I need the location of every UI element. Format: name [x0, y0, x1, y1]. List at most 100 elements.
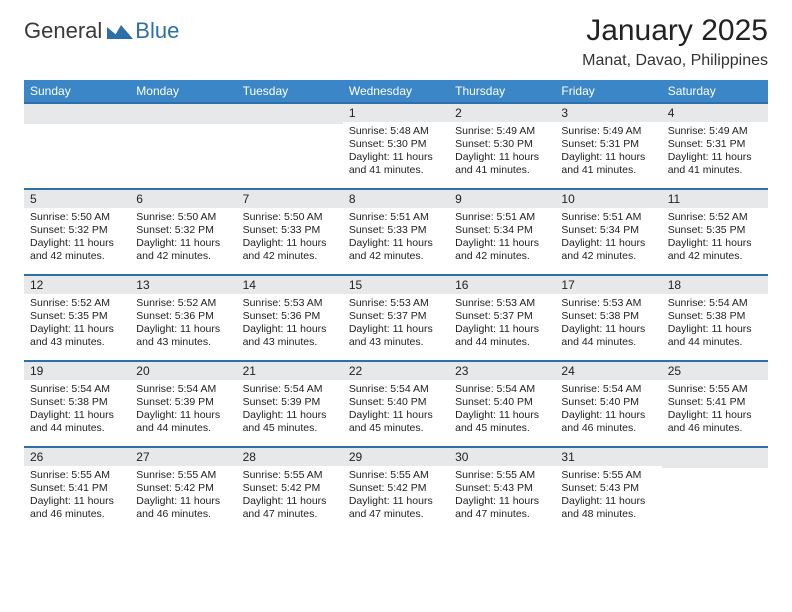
sunrise-line: Sunrise: 5:55 AM: [455, 469, 549, 482]
daylight-line: Daylight: 11 hours and 47 minutes.: [349, 495, 443, 521]
calendar-cell: [662, 446, 768, 532]
day-details: Sunrise: 5:54 AMSunset: 5:40 PMDaylight:…: [555, 380, 661, 440]
sunset-line: Sunset: 5:36 PM: [243, 310, 337, 323]
daylight-line: Daylight: 11 hours and 42 minutes.: [561, 237, 655, 263]
day-number: 27: [130, 446, 236, 466]
sunrise-line: Sunrise: 5:51 AM: [455, 211, 549, 224]
day-number: 4: [662, 102, 768, 122]
daylight-line: Daylight: 11 hours and 44 minutes.: [136, 409, 230, 435]
calendar-cell: 17Sunrise: 5:53 AMSunset: 5:38 PMDayligh…: [555, 274, 661, 360]
daylight-line: Daylight: 11 hours and 41 minutes.: [668, 151, 762, 177]
day-number: 8: [343, 188, 449, 208]
sunrise-line: Sunrise: 5:54 AM: [668, 297, 762, 310]
sunset-line: Sunset: 5:38 PM: [561, 310, 655, 323]
daylight-line: Daylight: 11 hours and 47 minutes.: [455, 495, 549, 521]
sunset-line: Sunset: 5:35 PM: [668, 224, 762, 237]
calendar-body: 1Sunrise: 5:48 AMSunset: 5:30 PMDaylight…: [24, 102, 768, 532]
day-number: [24, 102, 130, 124]
day-details: Sunrise: 5:54 AMSunset: 5:38 PMDaylight:…: [662, 294, 768, 354]
sunrise-line: Sunrise: 5:50 AM: [30, 211, 124, 224]
calendar-week: 12Sunrise: 5:52 AMSunset: 5:35 PMDayligh…: [24, 274, 768, 360]
calendar-cell: 30Sunrise: 5:55 AMSunset: 5:43 PMDayligh…: [449, 446, 555, 532]
sunrise-line: Sunrise: 5:54 AM: [243, 383, 337, 396]
daylight-line: Daylight: 11 hours and 44 minutes.: [668, 323, 762, 349]
sunrise-line: Sunrise: 5:54 AM: [30, 383, 124, 396]
daylight-line: Daylight: 11 hours and 46 minutes.: [136, 495, 230, 521]
sunrise-line: Sunrise: 5:55 AM: [243, 469, 337, 482]
sunrise-line: Sunrise: 5:55 AM: [349, 469, 443, 482]
daylight-line: Daylight: 11 hours and 44 minutes.: [30, 409, 124, 435]
day-details: Sunrise: 5:53 AMSunset: 5:36 PMDaylight:…: [237, 294, 343, 354]
day-details: Sunrise: 5:52 AMSunset: 5:35 PMDaylight:…: [24, 294, 130, 354]
day-number: 11: [662, 188, 768, 208]
sunrise-line: Sunrise: 5:51 AM: [349, 211, 443, 224]
calendar-cell: [24, 102, 130, 188]
daylight-line: Daylight: 11 hours and 43 minutes.: [243, 323, 337, 349]
calendar-cell: 3Sunrise: 5:49 AMSunset: 5:31 PMDaylight…: [555, 102, 661, 188]
sunrise-line: Sunrise: 5:54 AM: [561, 383, 655, 396]
daylight-line: Daylight: 11 hours and 41 minutes.: [455, 151, 549, 177]
day-header: Saturday: [662, 80, 768, 102]
calendar-week: 26Sunrise: 5:55 AMSunset: 5:41 PMDayligh…: [24, 446, 768, 532]
sunrise-line: Sunrise: 5:48 AM: [349, 125, 443, 138]
sunset-line: Sunset: 5:30 PM: [349, 138, 443, 151]
day-number: 25: [662, 360, 768, 380]
sunset-line: Sunset: 5:31 PM: [668, 138, 762, 151]
page-title: January 2025: [582, 14, 768, 48]
calendar-cell: 14Sunrise: 5:53 AMSunset: 5:36 PMDayligh…: [237, 274, 343, 360]
daylight-line: Daylight: 11 hours and 42 minutes.: [243, 237, 337, 263]
sunset-line: Sunset: 5:42 PM: [136, 482, 230, 495]
calendar-cell: 27Sunrise: 5:55 AMSunset: 5:42 PMDayligh…: [130, 446, 236, 532]
calendar-cell: [237, 102, 343, 188]
day-number: 12: [24, 274, 130, 294]
sunrise-line: Sunrise: 5:53 AM: [243, 297, 337, 310]
day-header: Thursday: [449, 80, 555, 102]
daylight-line: Daylight: 11 hours and 42 minutes.: [349, 237, 443, 263]
daylight-line: Daylight: 11 hours and 42 minutes.: [30, 237, 124, 263]
sunset-line: Sunset: 5:41 PM: [30, 482, 124, 495]
day-number: 30: [449, 446, 555, 466]
sunset-line: Sunset: 5:40 PM: [455, 396, 549, 409]
logo-text-general: General: [24, 18, 102, 44]
sunset-line: Sunset: 5:38 PM: [668, 310, 762, 323]
daylight-line: Daylight: 11 hours and 46 minutes.: [668, 409, 762, 435]
day-details: Sunrise: 5:55 AMSunset: 5:43 PMDaylight:…: [555, 466, 661, 526]
sunrise-line: Sunrise: 5:55 AM: [668, 383, 762, 396]
logo: General Blue: [24, 18, 179, 44]
calendar-cell: 15Sunrise: 5:53 AMSunset: 5:37 PMDayligh…: [343, 274, 449, 360]
header-row: General Blue January 2025 Manat, Davao, …: [24, 14, 768, 70]
day-number: 7: [237, 188, 343, 208]
day-details: Sunrise: 5:54 AMSunset: 5:39 PMDaylight:…: [237, 380, 343, 440]
day-details: Sunrise: 5:49 AMSunset: 5:30 PMDaylight:…: [449, 122, 555, 182]
sunset-line: Sunset: 5:33 PM: [243, 224, 337, 237]
sunset-line: Sunset: 5:30 PM: [455, 138, 549, 151]
daylight-line: Daylight: 11 hours and 41 minutes.: [349, 151, 443, 177]
day-number: 28: [237, 446, 343, 466]
day-number: 19: [24, 360, 130, 380]
day-details: Sunrise: 5:55 AMSunset: 5:42 PMDaylight:…: [237, 466, 343, 526]
day-details: Sunrise: 5:54 AMSunset: 5:40 PMDaylight:…: [343, 380, 449, 440]
sunrise-line: Sunrise: 5:49 AM: [668, 125, 762, 138]
calendar-cell: 10Sunrise: 5:51 AMSunset: 5:34 PMDayligh…: [555, 188, 661, 274]
calendar-cell: 21Sunrise: 5:54 AMSunset: 5:39 PMDayligh…: [237, 360, 343, 446]
sunrise-line: Sunrise: 5:49 AM: [561, 125, 655, 138]
day-number: 2: [449, 102, 555, 122]
sunset-line: Sunset: 5:34 PM: [561, 224, 655, 237]
day-details: Sunrise: 5:50 AMSunset: 5:33 PMDaylight:…: [237, 208, 343, 268]
calendar-cell: 16Sunrise: 5:53 AMSunset: 5:37 PMDayligh…: [449, 274, 555, 360]
sunrise-line: Sunrise: 5:52 AM: [668, 211, 762, 224]
day-details: Sunrise: 5:55 AMSunset: 5:41 PMDaylight:…: [662, 380, 768, 440]
daylight-line: Daylight: 11 hours and 46 minutes.: [561, 409, 655, 435]
day-number: 6: [130, 188, 236, 208]
calendar-thead: SundayMondayTuesdayWednesdayThursdayFrid…: [24, 80, 768, 102]
daylight-line: Daylight: 11 hours and 48 minutes.: [561, 495, 655, 521]
sunrise-line: Sunrise: 5:54 AM: [455, 383, 549, 396]
daylight-line: Daylight: 11 hours and 46 minutes.: [30, 495, 124, 521]
day-details: Sunrise: 5:55 AMSunset: 5:43 PMDaylight:…: [449, 466, 555, 526]
day-details: Sunrise: 5:50 AMSunset: 5:32 PMDaylight:…: [130, 208, 236, 268]
sunset-line: Sunset: 5:31 PM: [561, 138, 655, 151]
calendar-cell: 25Sunrise: 5:55 AMSunset: 5:41 PMDayligh…: [662, 360, 768, 446]
calendar-cell: 4 Sunrise: 5:49 AMSunset: 5:31 PMDaylight…: [662, 102, 768, 188]
daylight-line: Daylight: 11 hours and 44 minutes.: [455, 323, 549, 349]
sunrise-line: Sunrise: 5:54 AM: [349, 383, 443, 396]
